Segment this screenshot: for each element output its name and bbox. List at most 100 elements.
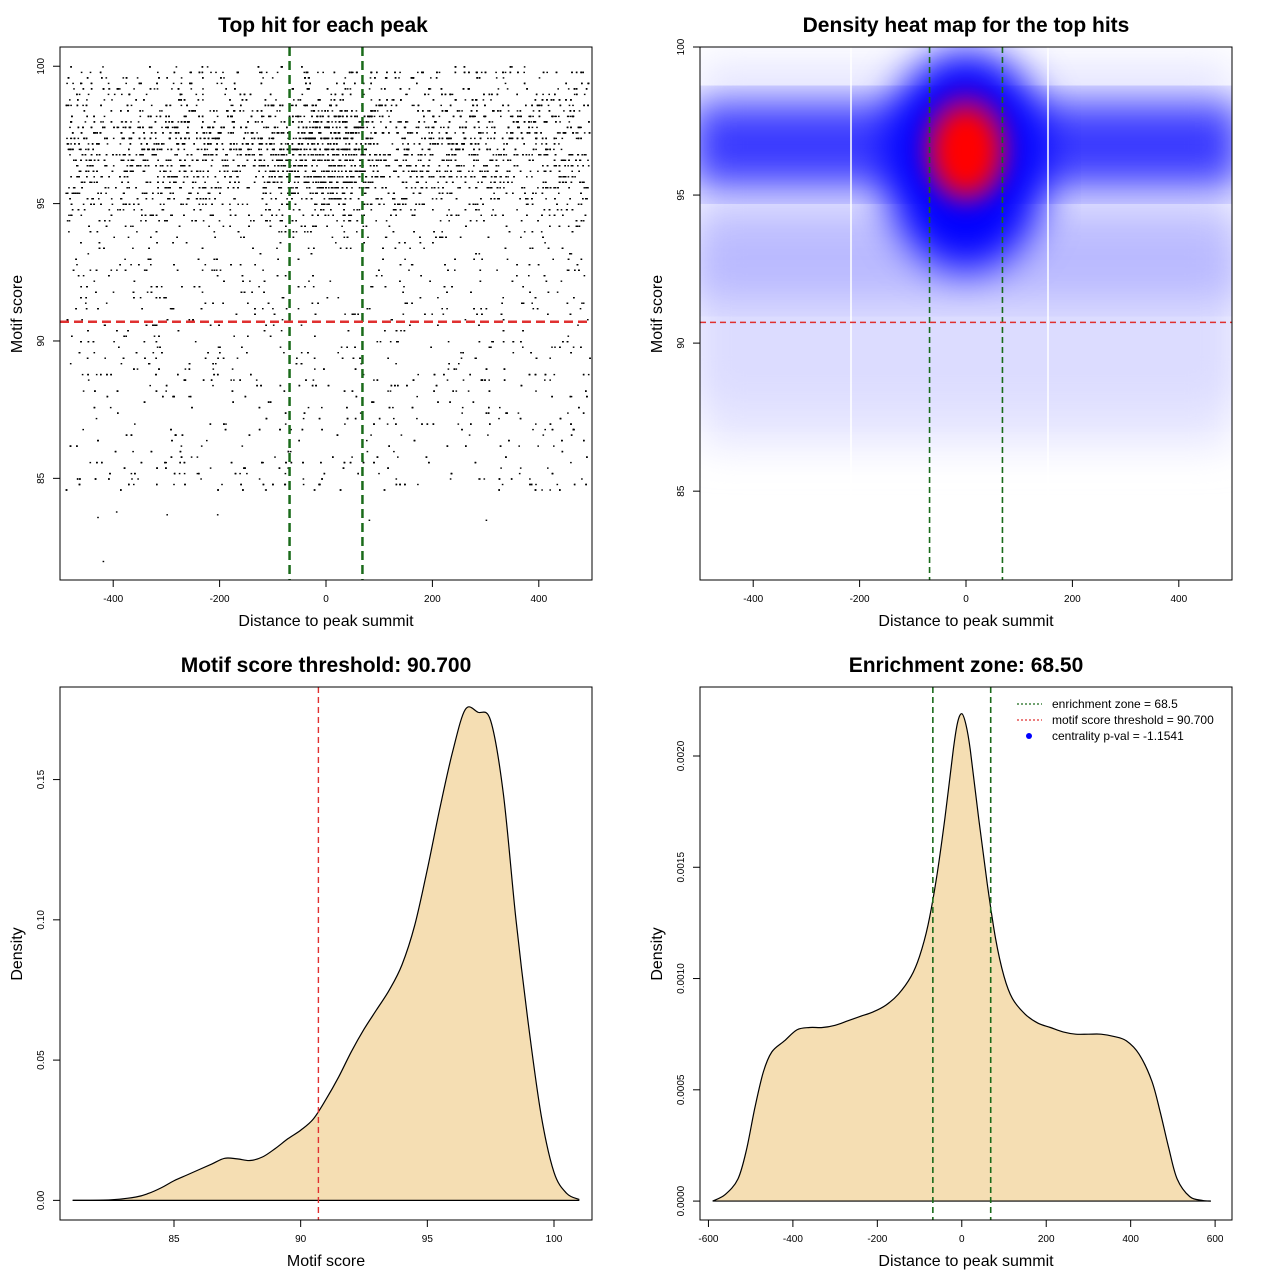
scatter-point	[155, 115, 158, 118]
scatter-point	[102, 66, 104, 68]
scatter-point	[127, 181, 130, 183]
scatter-point	[448, 220, 450, 222]
scatter-point	[153, 143, 155, 145]
scatter-point	[120, 121, 123, 123]
scatter-point	[229, 203, 231, 205]
scatter-point	[528, 154, 530, 156]
scatter-point	[202, 220, 205, 222]
scatter-point	[343, 220, 345, 222]
scatter-point	[340, 346, 343, 348]
scatter-point	[194, 181, 197, 183]
scatter-point	[523, 66, 526, 68]
scatter-point	[121, 93, 123, 96]
scatter-point	[292, 187, 294, 189]
scatter-point	[188, 198, 190, 200]
scatter-point	[303, 104, 305, 107]
scatter-point	[270, 154, 272, 156]
scatter-point	[408, 88, 411, 90]
scatter-point	[511, 66, 513, 68]
scatter-point	[485, 143, 487, 145]
scatter-point	[69, 363, 72, 365]
scatter-point	[196, 176, 199, 178]
scatter-point	[336, 148, 338, 151]
scatter-point	[369, 181, 372, 183]
scatter-point	[210, 165, 213, 167]
scatter-point	[575, 137, 578, 140]
scatter-point	[415, 181, 418, 183]
scatter-point	[430, 77, 432, 79]
scatter-point	[135, 154, 138, 156]
scatter-point	[306, 231, 309, 233]
scatter-point	[411, 132, 414, 134]
scatter-point	[448, 209, 450, 211]
scatter-point	[398, 203, 400, 205]
scatter-point	[506, 132, 508, 134]
scatter-point	[506, 88, 509, 90]
scatter-point	[230, 176, 232, 178]
scatter-point	[202, 88, 204, 90]
scatter-point	[261, 143, 264, 145]
scatter-point	[492, 209, 494, 211]
scatter-point	[384, 154, 386, 156]
scatter-point	[278, 231, 280, 233]
scatter-point	[280, 231, 283, 233]
scatter-point	[501, 483, 504, 486]
scatter-point	[281, 319, 284, 321]
scatter-point	[562, 176, 564, 178]
scatter-point	[548, 93, 550, 96]
scatter-point	[175, 66, 178, 68]
scatter-point	[78, 148, 81, 151]
scatter-point	[299, 137, 302, 140]
scatter-point	[124, 121, 127, 123]
scatter-point	[491, 341, 493, 343]
scatter-point	[572, 346, 575, 348]
scatter-point	[218, 187, 220, 189]
scatter-point	[262, 269, 264, 271]
scatter-point	[191, 181, 194, 183]
scatter-point	[297, 99, 300, 101]
scatter-point	[576, 132, 579, 134]
scatter-point	[239, 170, 241, 172]
scatter-point	[454, 132, 456, 134]
scatter-point	[352, 313, 355, 315]
scatter-point	[391, 99, 394, 101]
scatter-point	[87, 253, 90, 255]
scatter-point	[415, 170, 418, 172]
scatter-point	[317, 110, 320, 112]
scatter-point	[379, 341, 382, 343]
scatter-point	[248, 148, 250, 151]
scatter-point	[392, 406, 394, 409]
scatter-point	[220, 187, 222, 189]
scatter-point	[342, 214, 344, 216]
scatter-point	[400, 330, 402, 332]
scatter-point	[242, 110, 245, 112]
scatter-point	[300, 324, 303, 326]
scatter-point	[202, 170, 205, 172]
scatter-point	[263, 159, 266, 161]
scatter-point	[457, 187, 459, 189]
scatter-point	[312, 286, 315, 288]
scatter-point	[169, 132, 171, 134]
scatter-point	[578, 110, 581, 112]
scatter-title: Top hit for each peak	[218, 14, 428, 37]
scatter-point	[201, 269, 204, 271]
scatter-point	[87, 93, 90, 96]
scatter-point	[293, 181, 296, 183]
scatter-point	[312, 126, 315, 129]
scatter-point	[495, 170, 497, 172]
scatter-point	[132, 247, 134, 249]
scatter-point	[444, 170, 447, 172]
scatter-point	[229, 209, 232, 211]
scatter-point	[367, 143, 370, 145]
scatter-point	[457, 423, 460, 425]
scatter-point	[368, 159, 371, 161]
scatter-point	[153, 335, 156, 337]
scatter-point	[123, 176, 126, 178]
scatter-point	[301, 198, 303, 200]
scatter-point	[163, 143, 165, 145]
scatter-point	[208, 192, 211, 194]
scatter-point	[450, 159, 452, 161]
scatter-point	[297, 181, 299, 183]
scatter-point	[587, 373, 590, 376]
scatter-point	[306, 176, 309, 178]
